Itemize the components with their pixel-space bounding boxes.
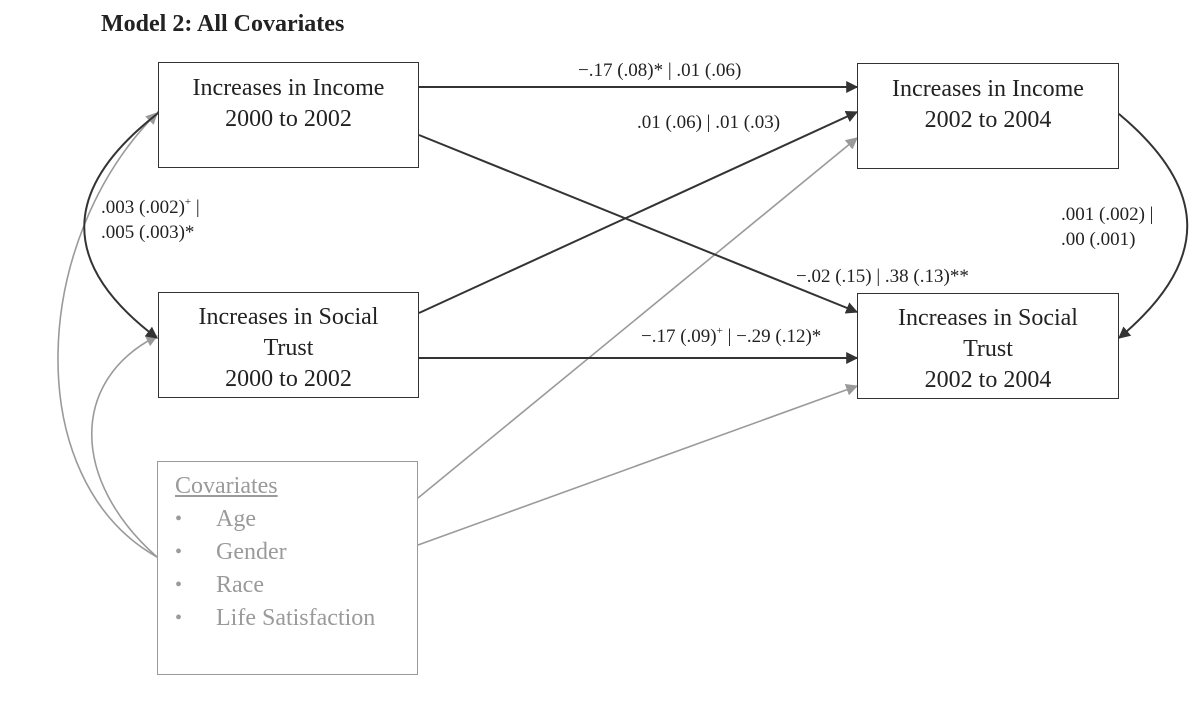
box-label-line: Increases in Income (892, 76, 1084, 102)
coef-text: −.17 (.09) (641, 326, 717, 347)
coef-text: | (191, 197, 200, 218)
coef-line: .001 (.002) | (1061, 204, 1154, 225)
box-label-line: Trust (963, 336, 1013, 362)
box-label-line: 2000 to 2002 (225, 106, 352, 132)
box-income-2002-2004: Increases in Income 2002 to 2004 (857, 63, 1119, 169)
label-income-income: −.17 (.08)* | .01 (.06) (578, 60, 742, 81)
covariates-heading: Covariates (175, 473, 278, 499)
covariance-income-trust-t2 (1106, 102, 1189, 339)
label-covariance-t2: .001 (.002) | .00 (.001) (1061, 202, 1153, 252)
covariate-label: Race (216, 572, 264, 598)
coef-text: .003 (.002) (101, 197, 185, 218)
coef-line: .003 (.002)+ | (101, 195, 200, 220)
box-label-line: 2000 to 2002 (225, 366, 352, 392)
covariate-label: Age (216, 506, 256, 532)
sig-marker: + (716, 325, 723, 337)
covariance-income-trust-t1 (83, 102, 170, 339)
box-trust-2002-2004: Increases in Social Trust 2002 to 2004 (857, 293, 1119, 399)
diagram-title: Model 2: All Covariates (101, 11, 345, 37)
covariance-covariates-income-t1 (57, 112, 170, 568)
box-income-2000-2002: Increases in Income 2000 to 2002 (158, 62, 419, 168)
list-item: • Race (175, 569, 417, 602)
list-item: • Age (175, 503, 417, 536)
box-covariates: Covariates • Age • Gender • Race • Life Sati… (157, 461, 418, 675)
bullet-icon: • (175, 607, 183, 629)
coef-line: .00 (.001) (1061, 229, 1136, 250)
bullet-icon: • (175, 541, 183, 563)
box-label-line: Increases in Income (192, 75, 385, 101)
box-label-line: Increases in Social (198, 304, 379, 330)
bullet-icon: • (175, 508, 183, 530)
path-covariates-to-income-t2 (417, 137, 858, 499)
bullet-icon: • (175, 574, 183, 596)
path-income-t1-to-trust-t2 (418, 134, 859, 314)
path-covariates-to-trust-t2 (417, 384, 859, 546)
label-covariance-t1: .003 (.002)+ | .005 (.003)* (101, 195, 200, 245)
covariance-covariates-trust-t1 (90, 335, 170, 569)
path-trust-t1-to-income-t2 (418, 111, 859, 314)
covariate-label: Life Satisfaction (216, 605, 376, 631)
box-label-line: Increases in Social (898, 305, 1078, 331)
covariate-label: Gender (216, 539, 287, 565)
box-trust-2000-2002: Increases in Social Trust 2000 to 2002 (158, 292, 419, 398)
list-item: • Life Satisfaction (175, 602, 417, 635)
label-trust-income: .01 (.06) | .01 (.03) (637, 112, 781, 133)
label-income-trust: −.02 (.15) | .38 (.13)** (796, 266, 969, 287)
coef-line: .005 (.003)* (101, 222, 195, 243)
list-item: • Gender (175, 536, 417, 569)
box-label-line: 2002 to 2004 (924, 367, 1052, 393)
coef-text: | −.29 (.12)* (722, 326, 822, 347)
box-label-line: 2002 to 2004 (924, 107, 1052, 133)
covariates-list: • Age • Gender • Race • Life Satisfaction (175, 503, 417, 635)
sig-marker: + (184, 196, 192, 208)
label-trust-trust: −.17 (.09)+ | −.29 (.12)* (641, 324, 821, 349)
box-label-line: Trust (263, 335, 314, 361)
